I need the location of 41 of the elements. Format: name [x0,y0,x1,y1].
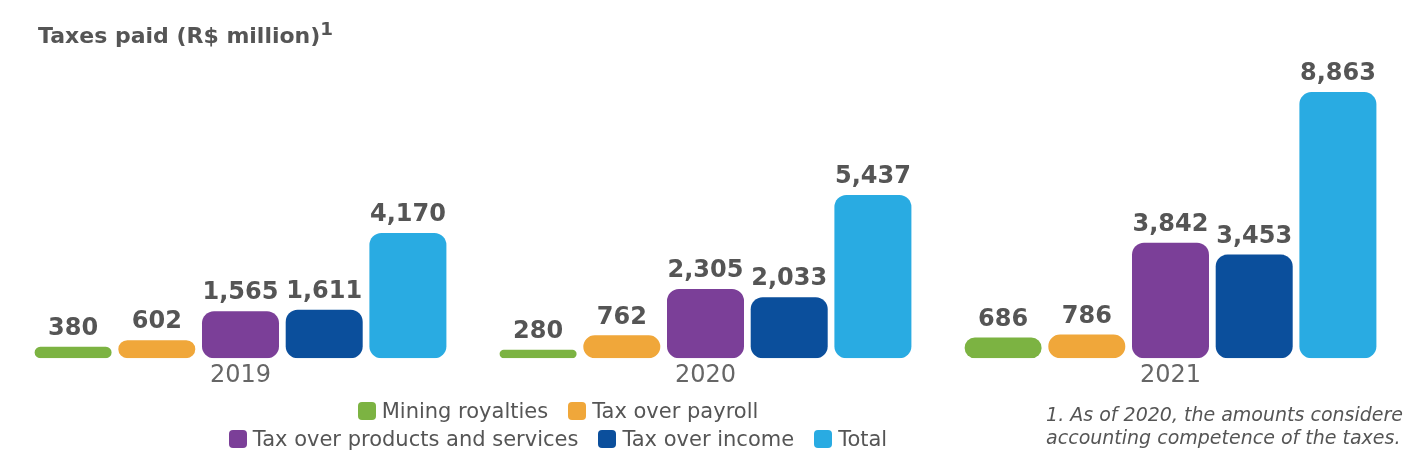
bar [369,233,447,359]
bar [583,335,661,359]
data-label: 1,611 [286,276,363,305]
x-tick-label: 2021 [1139,359,1202,388]
bar [1215,254,1293,359]
x-tick-label: 2020 [674,359,737,388]
data-label: 2,305 [667,255,744,284]
data-label: 2,033 [751,263,828,292]
bar [1132,242,1209,359]
bar [118,340,196,359]
bar [499,349,577,359]
data-label: 602 [131,306,182,335]
legend-label: Tax over products and services [252,426,579,452]
legend-label: Total [838,426,888,452]
bar [202,311,279,359]
data-label: 280 [513,316,564,345]
data-label: 786 [1061,300,1112,329]
data-label: 5,437 [834,161,911,190]
chart-title: Taxes paid (R$ million)$^{1}$ [38,18,334,49]
legend-label: Tax over payroll [592,398,759,424]
text: accounting competence of the taxes. [1046,426,1402,449]
data-label: 3,842 [1132,209,1209,238]
data-label: 4,170 [369,199,446,228]
bar [834,194,912,359]
data-label: 762 [596,301,647,330]
bar [750,297,828,359]
x-tick-label: 2019 [209,359,272,388]
data-label: 686 [978,303,1029,332]
bar [34,346,112,359]
legend-label: Tax over income [622,426,795,452]
data-label: 8,863 [1299,58,1376,87]
bar [964,337,1042,359]
data-label: 380 [48,313,99,342]
text: 1. As of 2020, the amounts considere [1046,403,1403,426]
bar [285,309,363,359]
data-label: 1,565 [202,277,279,306]
data-label: 3,453 [1216,220,1293,249]
bar [667,289,744,359]
bar [1048,334,1126,359]
bar [1299,92,1377,359]
legend-label: Mining royalties [381,398,549,424]
